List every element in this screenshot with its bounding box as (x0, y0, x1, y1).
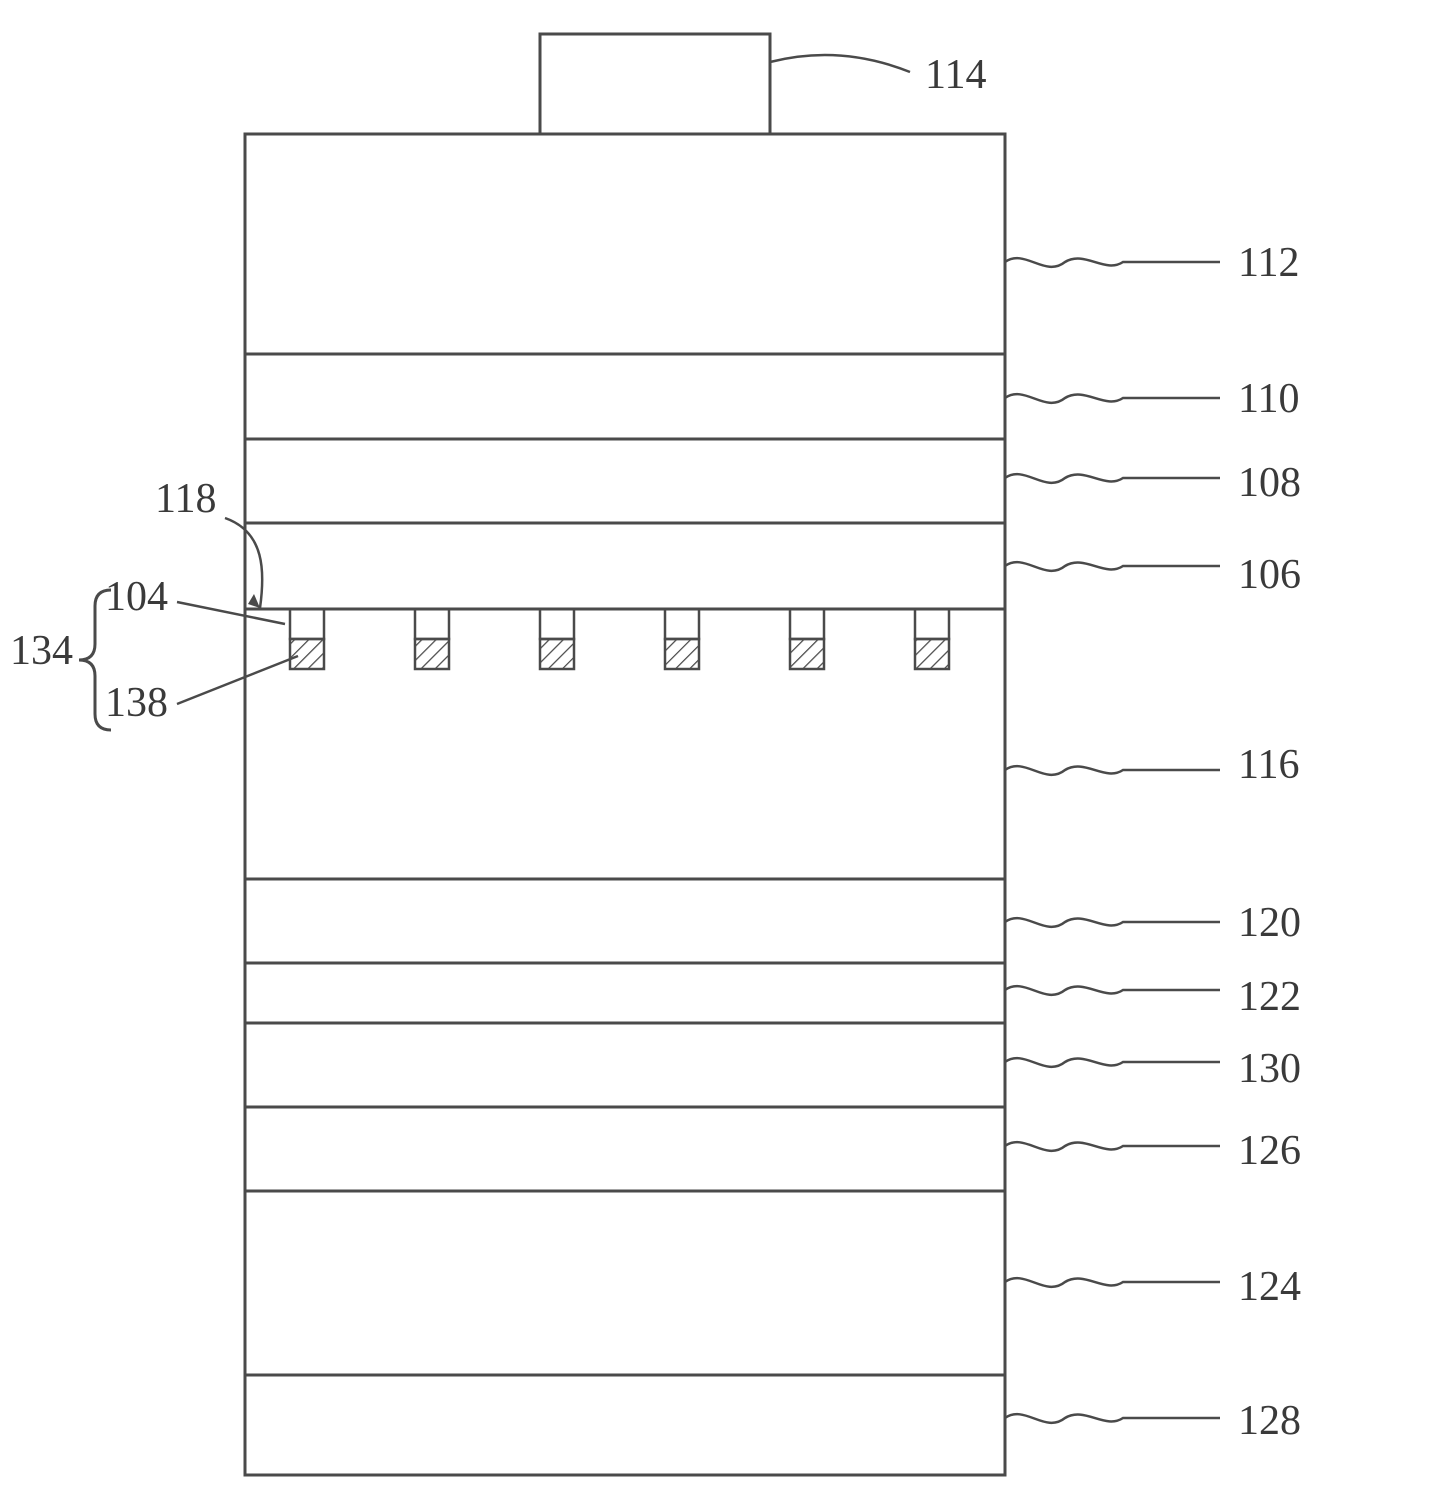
pillar-lower-1 (415, 639, 449, 669)
leader-116 (1005, 766, 1220, 775)
leader-138 (177, 656, 298, 704)
leader-130 (1005, 1058, 1220, 1067)
label-130: 130 (1238, 1046, 1301, 1092)
pillar-lower-3 (665, 639, 699, 669)
leader-110 (1005, 394, 1220, 403)
pillar-lower-2 (540, 639, 574, 669)
leader-122 (1005, 986, 1220, 995)
layer-122 (245, 963, 1005, 1023)
layer-108 (245, 439, 1005, 523)
leader-106 (1005, 562, 1220, 571)
diagram-svg: 114 112 110 108 106 116 120 122 130 126 124 128 118 1… (0, 0, 1454, 1511)
layer-126 (245, 1107, 1005, 1191)
leader-112 (1005, 258, 1220, 267)
layer-120 (245, 879, 1005, 963)
layer-112 (245, 134, 1005, 354)
label-122: 122 (1238, 974, 1301, 1020)
leader-108 (1005, 474, 1220, 483)
label-106: 106 (1238, 552, 1301, 598)
pillar-upper-2 (540, 609, 574, 639)
label-134: 134 (10, 628, 73, 674)
label-126: 126 (1238, 1128, 1301, 1174)
leader-128 (1005, 1414, 1220, 1423)
label-120: 120 (1238, 900, 1301, 946)
pillar-upper-1 (415, 609, 449, 639)
pillar-upper-5 (915, 609, 949, 639)
leader-114 (770, 55, 910, 72)
pillar-lower-0 (290, 639, 324, 669)
leader-104 (177, 602, 285, 624)
pillar-lower-5 (915, 639, 949, 669)
label-128: 128 (1238, 1398, 1301, 1444)
layer-116 (245, 609, 1005, 879)
layer-106 (245, 523, 1005, 609)
leader-124 (1005, 1278, 1220, 1287)
layer-128 (245, 1375, 1005, 1475)
label-124: 124 (1238, 1264, 1301, 1310)
label-112: 112 (1238, 240, 1299, 286)
pillar-upper-0 (290, 609, 324, 639)
label-104: 104 (105, 574, 168, 620)
layer-110 (245, 354, 1005, 439)
pillar-upper-4 (790, 609, 824, 639)
label-138: 138 (105, 680, 168, 726)
label-116: 116 (1238, 742, 1299, 788)
arrow-118 (248, 594, 260, 608)
label-114: 114 (925, 52, 986, 98)
label-110: 110 (1238, 376, 1299, 422)
pillar-lower-4 (790, 639, 824, 669)
leader-120 (1005, 918, 1220, 927)
layer-124 (245, 1191, 1005, 1375)
pillar-upper-3 (665, 609, 699, 639)
label-108: 108 (1238, 460, 1301, 506)
layer-130 (245, 1023, 1005, 1107)
leader-126 (1005, 1142, 1220, 1151)
label-118: 118 (155, 476, 216, 522)
top-cap (540, 34, 770, 134)
